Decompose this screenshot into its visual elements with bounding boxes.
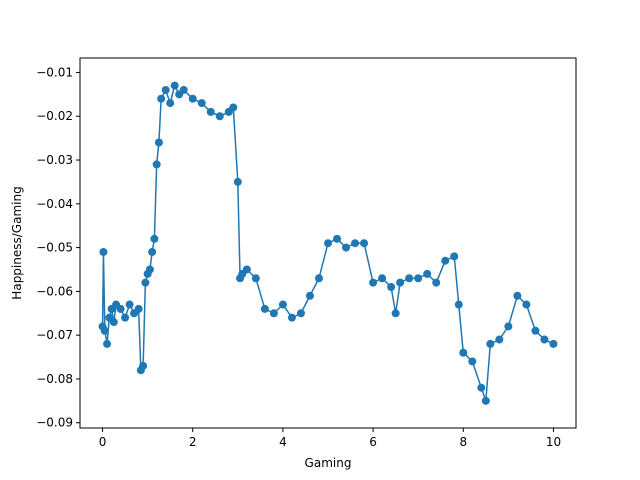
y-tick-label: −0.02 <box>36 109 73 123</box>
data-point <box>197 99 206 108</box>
data-point <box>540 335 549 344</box>
data-point <box>148 247 157 256</box>
data-point <box>405 274 414 283</box>
data-point <box>387 283 396 292</box>
data-point <box>170 81 179 90</box>
data-point <box>305 291 314 300</box>
data-point <box>549 339 558 348</box>
data-point <box>296 309 305 318</box>
y-tick-label: −0.06 <box>36 284 73 298</box>
data-point <box>342 243 351 252</box>
x-tick-label: 8 <box>459 435 467 449</box>
data-point <box>441 256 450 265</box>
data-point <box>459 348 468 357</box>
axes-frame <box>79 57 577 429</box>
data-point <box>141 278 150 287</box>
data-point <box>531 326 540 335</box>
x-axis-label: Gaming <box>305 456 352 470</box>
data-point <box>215 112 224 121</box>
data-point <box>333 234 342 243</box>
data-point <box>278 300 287 309</box>
data-point <box>116 304 125 313</box>
data-point <box>179 85 188 94</box>
data-point <box>229 103 238 112</box>
data-point <box>351 239 360 248</box>
data-point <box>287 313 296 322</box>
data-point <box>269 309 278 318</box>
x-axis: 0 2 4 6 8 10 <box>99 428 561 449</box>
data-point <box>423 269 432 278</box>
data-point <box>242 265 251 274</box>
data-point <box>495 335 504 344</box>
y-tick-label: −0.07 <box>36 328 73 342</box>
y-tick-label: −0.01 <box>36 65 73 79</box>
x-tick-label: 0 <box>99 435 107 449</box>
data-point <box>414 274 423 283</box>
data-point <box>396 278 405 287</box>
data-point <box>378 274 387 283</box>
data-point <box>468 357 477 366</box>
data-point <box>369 278 378 287</box>
data-point <box>161 85 170 94</box>
data-point <box>251 274 260 283</box>
data-point <box>100 326 109 335</box>
x-tick-label: 4 <box>279 435 287 449</box>
data-point <box>513 291 522 300</box>
data-point <box>150 234 159 243</box>
data-point <box>125 300 134 309</box>
y-tick-label: −0.03 <box>36 153 73 167</box>
data-point <box>522 300 531 309</box>
data-point <box>121 313 130 322</box>
data-point <box>504 322 513 331</box>
data-point <box>486 339 495 348</box>
y-axis: −0.09 −0.08 −0.07 −0.06 −0.05 −0.04 −0.03 −0.02… <box>36 65 80 430</box>
y-tick-label: −0.08 <box>36 372 73 386</box>
data-point <box>324 239 332 248</box>
plot-area <box>98 81 558 405</box>
data-point <box>188 94 197 103</box>
y-tick-label: −0.05 <box>36 241 73 255</box>
data-point <box>450 252 459 261</box>
data-point <box>260 304 269 313</box>
data-point <box>206 107 215 116</box>
data-point <box>139 361 148 370</box>
data-point <box>134 304 143 313</box>
data-point <box>314 274 323 283</box>
data-point <box>432 278 441 287</box>
y-tick-label: −0.04 <box>36 197 73 211</box>
data-point <box>454 300 463 309</box>
x-tick-label: 10 <box>546 435 561 449</box>
data-point <box>103 339 112 348</box>
y-tick-label: −0.09 <box>36 416 73 430</box>
data-point <box>154 138 163 147</box>
data-point <box>360 239 369 248</box>
data-point <box>99 247 108 256</box>
data-point <box>481 396 490 405</box>
data-point <box>157 94 166 103</box>
data-point <box>391 309 400 318</box>
data-point <box>145 265 154 274</box>
data-point <box>233 177 242 186</box>
data-point <box>152 160 161 169</box>
y-axis-label: Happiness/Gaming <box>10 186 24 299</box>
data-point <box>109 318 118 327</box>
data-point <box>166 99 175 108</box>
x-tick-label: 2 <box>189 435 197 449</box>
x-tick-label: 6 <box>369 435 377 449</box>
data-point <box>477 383 486 392</box>
